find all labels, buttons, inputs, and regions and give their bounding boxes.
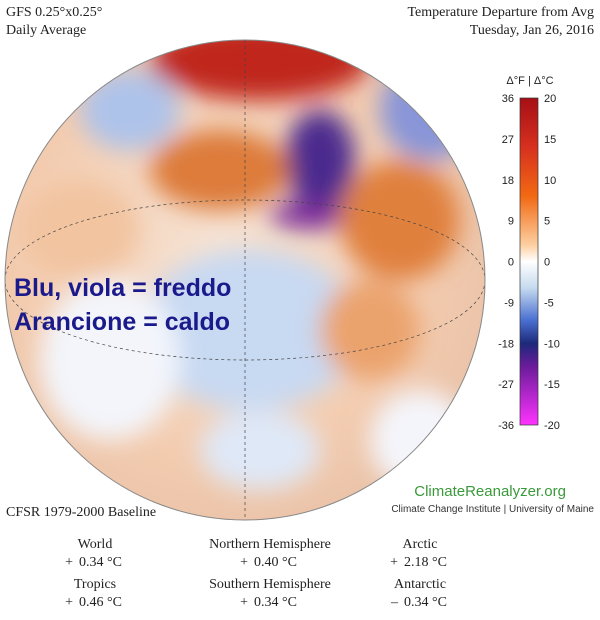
tick-c: 20 bbox=[544, 93, 556, 105]
institute: Climate Change Institute | University of… bbox=[391, 504, 594, 515]
stat-label: Northern Hemisphere bbox=[209, 537, 331, 552]
site[interactable]: ClimateReanalyzer.org bbox=[414, 483, 566, 500]
model: GFS 0.25°x0.25° bbox=[6, 5, 102, 20]
stat-value: 0.34 °C bbox=[254, 595, 297, 610]
globe bbox=[4, 39, 486, 521]
stat-label: Antarctic bbox=[394, 577, 446, 592]
stat-sign: – bbox=[390, 595, 399, 610]
tick-f: -27 bbox=[498, 379, 514, 391]
baseline: CFSR 1979-2000 Baseline bbox=[6, 505, 156, 520]
title: Temperature Departure from Avg bbox=[407, 5, 594, 20]
overlay-line: Arancione = caldo bbox=[14, 308, 230, 336]
stat-label: Tropics bbox=[74, 577, 116, 592]
colorbar bbox=[519, 97, 539, 426]
tick-f: 18 bbox=[502, 175, 514, 187]
stat-label: Southern Hemisphere bbox=[209, 577, 331, 592]
stat-sign: + bbox=[65, 595, 73, 610]
tick-f: 9 bbox=[508, 216, 514, 228]
stat-sign: + bbox=[240, 595, 248, 610]
stat-value: 0.34 °C bbox=[404, 595, 447, 610]
tick-f: 36 bbox=[502, 93, 514, 105]
tick-f: -36 bbox=[498, 420, 514, 432]
stat-value: 0.46 °C bbox=[79, 595, 122, 610]
stat-value: 0.34 °C bbox=[79, 555, 122, 570]
stat-value: 0.40 °C bbox=[254, 555, 297, 570]
tick-f: -18 bbox=[498, 338, 514, 350]
stat-sign: + bbox=[65, 555, 73, 570]
tick-c: 15 bbox=[544, 134, 556, 146]
colorbar-ticks: 36 20 27 15 18 10 9 5 0 0 -9 -5 -18 -10 -27 -15 -36 -20 bbox=[498, 93, 560, 432]
tick-f: 27 bbox=[502, 134, 514, 146]
tick-f: -9 bbox=[504, 297, 514, 309]
tick-c: 0 bbox=[544, 257, 550, 269]
stat-value: 2.18 °C bbox=[404, 555, 447, 570]
tick-f: 0 bbox=[508, 257, 514, 269]
stat-label: World bbox=[78, 537, 113, 552]
stats: World + 0.34 °C Northern Hemisphere + 0.40 °C… bbox=[65, 537, 447, 610]
period: Daily Average bbox=[6, 23, 86, 38]
tick-c: -15 bbox=[544, 379, 560, 391]
colorbar-title: Δ°F | Δ°C bbox=[506, 75, 553, 87]
tick-c: -5 bbox=[544, 297, 554, 309]
stat-label: Arctic bbox=[403, 537, 438, 552]
tick-c: -10 bbox=[544, 338, 560, 350]
tick-c: 10 bbox=[544, 175, 556, 187]
tick-c: 5 bbox=[544, 216, 550, 228]
stat-sign: + bbox=[390, 555, 398, 570]
date: Tuesday, Jan 26, 2016 bbox=[470, 23, 594, 38]
stat-sign: + bbox=[240, 555, 248, 570]
tick-c: -20 bbox=[544, 420, 560, 432]
overlay-line: Blu, viola = freddo bbox=[14, 274, 231, 302]
